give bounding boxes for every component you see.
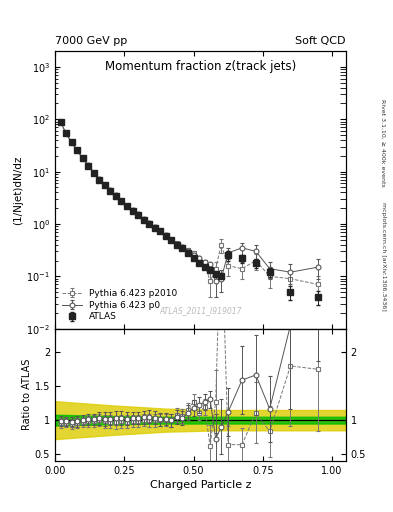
- Y-axis label: (1/Njet)dN/dz: (1/Njet)dN/dz: [13, 155, 24, 225]
- Text: Momentum fraction z(track jets): Momentum fraction z(track jets): [105, 59, 296, 73]
- Y-axis label: Ratio to ATLAS: Ratio to ATLAS: [22, 359, 32, 431]
- Text: Rivet 3.1.10, ≥ 400k events: Rivet 3.1.10, ≥ 400k events: [381, 99, 386, 187]
- Legend: Pythia 6.423 p2010, Pythia 6.423 p0, ATLAS: Pythia 6.423 p2010, Pythia 6.423 p0, ATL…: [59, 286, 180, 324]
- Text: Soft QCD: Soft QCD: [296, 36, 346, 46]
- X-axis label: Charged Particle z: Charged Particle z: [150, 480, 251, 490]
- Text: mcplots.cern.ch [arXiv:1306.3436]: mcplots.cern.ch [arXiv:1306.3436]: [381, 202, 386, 310]
- Text: ATLAS_2011_I919017: ATLAS_2011_I919017: [159, 306, 242, 315]
- Text: 7000 GeV pp: 7000 GeV pp: [55, 36, 127, 46]
